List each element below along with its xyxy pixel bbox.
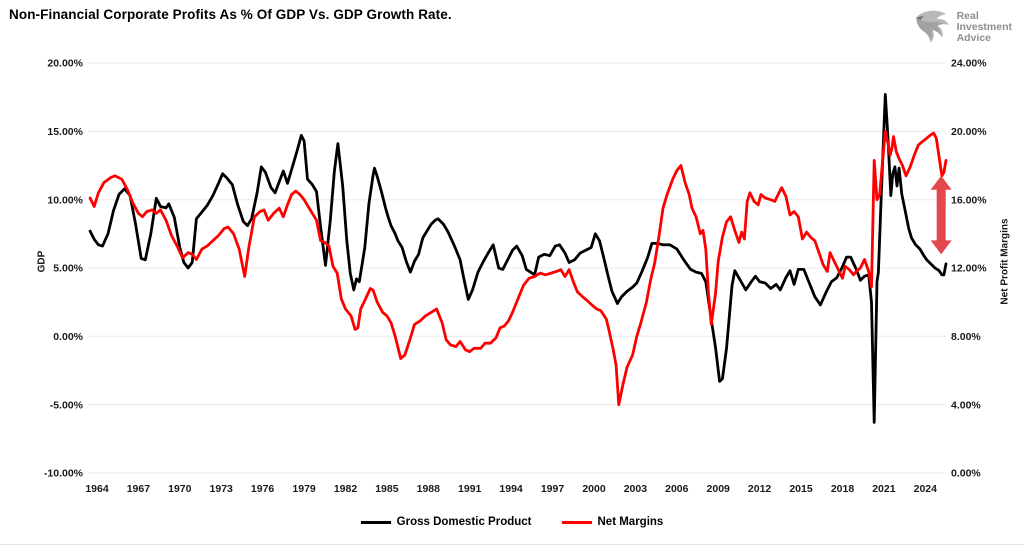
legend-swatch-net-margins [561,520,592,524]
svg-text:0.00%: 0.00% [53,331,83,343]
svg-text:12.00%: 12.00% [951,263,987,275]
brand-name: Real Investment Advice [956,10,1012,44]
svg-text:20.00%: 20.00% [47,58,83,70]
svg-text:2021: 2021 [872,483,896,495]
svg-text:10.00%: 10.00% [47,194,83,206]
svg-text:1964: 1964 [85,483,109,495]
svg-text:2009: 2009 [707,483,731,495]
svg-text:1979: 1979 [292,483,316,495]
legend-label-gdp: Gross Domestic Product [396,516,532,528]
brand-logo: Real Investment Advice [912,5,1012,50]
chart-legend: Gross Domestic Product Net Margins [0,516,1024,528]
svg-text:1997: 1997 [541,483,565,495]
legend-label-net-margins: Net Margins [597,516,664,528]
svg-text:2000: 2000 [582,483,606,495]
svg-text:1967: 1967 [127,483,151,495]
chart-title: Non-Financial Corporate Profits As % Of … [9,7,452,22]
svg-text:1976: 1976 [251,483,275,495]
bottom-divider [0,544,1024,545]
legend-item-net-margins: Net Margins [561,516,664,528]
svg-text:2003: 2003 [624,483,648,495]
svg-text:2006: 2006 [665,483,689,495]
svg-text:1988: 1988 [417,483,441,495]
svg-text:16.00%: 16.00% [951,194,987,206]
right-axis-title: Net Profit Margins [999,218,1011,305]
svg-text:1973: 1973 [210,483,234,495]
svg-text:1970: 1970 [168,483,192,495]
svg-text:15.00%: 15.00% [47,126,83,138]
svg-text:2024: 2024 [914,483,938,495]
svg-text:0.00%: 0.00% [951,468,981,480]
svg-text:1994: 1994 [499,483,523,495]
svg-text:24.00%: 24.00% [951,58,987,70]
svg-text:2015: 2015 [789,483,813,495]
svg-text:2012: 2012 [748,483,772,495]
svg-text:1982: 1982 [334,483,358,495]
svg-text:5.00%: 5.00% [53,263,83,275]
svg-text:2018: 2018 [831,483,855,495]
svg-text:20.00%: 20.00% [951,126,987,138]
svg-text:4.00%: 4.00% [951,399,981,411]
svg-text:1991: 1991 [458,483,482,495]
eagle-logo-icon [912,5,952,50]
svg-text:8.00%: 8.00% [951,331,981,343]
svg-text:-5.00%: -5.00% [50,399,84,411]
legend-item-gdp: Gross Domestic Product [360,516,532,528]
left-axis-title: GDP [36,250,48,273]
svg-text:-10.00%: -10.00% [44,468,84,480]
svg-text:1985: 1985 [375,483,399,495]
legend-swatch-gdp [360,520,391,524]
